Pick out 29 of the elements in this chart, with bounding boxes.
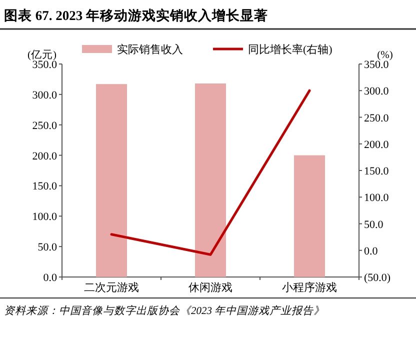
- y-tick-label: 350.0: [32, 59, 58, 71]
- y-tick-label: 100.0: [32, 211, 58, 224]
- legend-label: 实际销售收入: [117, 43, 183, 56]
- x-tick-label: 休闲游戏: [188, 281, 232, 294]
- y-tick-label: 300.0: [32, 89, 58, 102]
- y2-tick-label: 300.0: [364, 86, 390, 98]
- y2-tick-label: 150.0: [364, 166, 390, 178]
- y2-tick-label: 0.0: [364, 245, 378, 258]
- x-tick-label: 二次元游戏: [84, 281, 139, 294]
- y2-tick-label: (50.0): [364, 272, 391, 284]
- y-tick-label: 50.0: [38, 242, 58, 254]
- bar: [96, 84, 127, 277]
- y-tick-label: 0.0: [43, 272, 58, 284]
- y-axis-title: (亿元): [28, 49, 57, 61]
- y2-tick-label: 100.0: [364, 192, 390, 204]
- y2-tick-label: 200.0: [364, 138, 390, 151]
- legend-label: 同比增长率(右轴): [248, 43, 333, 56]
- chart-title: 图表 67. 2023 年移动游戏实销收入增长显著: [4, 7, 268, 23]
- y-tick-label: 250.0: [32, 120, 58, 132]
- y-tick-label: 150.0: [32, 180, 58, 193]
- text: 资料来源：中国音像与数字出版协会《2023 年中国游戏产业报告》: [4, 305, 325, 317]
- y2-tick-label: 250.0: [364, 112, 390, 124]
- x-tick-label: 小程序游戏: [282, 281, 337, 294]
- y-tick-label: 200.0: [32, 150, 58, 162]
- bar: [195, 83, 226, 277]
- y2-axis-title: (%): [377, 50, 394, 61]
- y2-tick-label: 50.0: [364, 218, 384, 231]
- y2-tick-label: 350.0: [364, 59, 390, 71]
- bar: [294, 155, 325, 277]
